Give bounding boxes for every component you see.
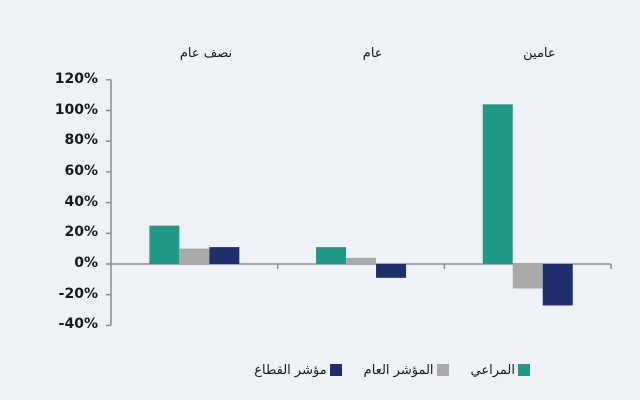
bar-sector-index <box>209 247 240 264</box>
bar-sector-index <box>376 264 407 278</box>
bar-almarai <box>316 247 347 264</box>
y-tick-label: 20% <box>64 224 98 241</box>
category-label: عام <box>362 46 383 61</box>
bar-general-index <box>346 257 377 264</box>
legend-swatch-sector-index <box>329 364 342 376</box>
bar-general-index <box>512 264 543 289</box>
legend-item-almarai: المراعي <box>471 363 530 378</box>
legend-label: مؤشر القطاع <box>254 362 327 378</box>
y-tick-label: 100% <box>54 101 98 118</box>
legend-label: المؤشر العام <box>363 362 434 378</box>
category-label: نصف عام <box>179 46 233 61</box>
legend-swatch-general-index <box>436 364 449 376</box>
bar-general-index <box>179 248 210 264</box>
bar-sector-index <box>542 264 573 306</box>
legend-swatch-almarai <box>518 364 530 376</box>
y-tick-label: 120% <box>54 70 98 87</box>
y-tick-label: 80% <box>64 132 98 149</box>
legend-item-general-index: المؤشر العام <box>364 363 449 378</box>
y-tick-label: -20% <box>58 285 98 302</box>
legend-label: المراعي <box>470 362 515 378</box>
y-tick-label: 0% <box>74 255 98 271</box>
y-tick-label: 60% <box>64 162 98 179</box>
category-label: عامين <box>523 46 556 61</box>
legend-item-sector-index: مؤشر القطاع <box>254 362 342 378</box>
bar-almarai <box>482 104 513 264</box>
y-tick-label: 40% <box>64 193 98 210</box>
bar-almarai <box>149 225 180 264</box>
legend: المراعي المؤشر العام مؤشر القطاع <box>150 358 530 382</box>
y-tick-label: -40% <box>58 316 98 333</box>
